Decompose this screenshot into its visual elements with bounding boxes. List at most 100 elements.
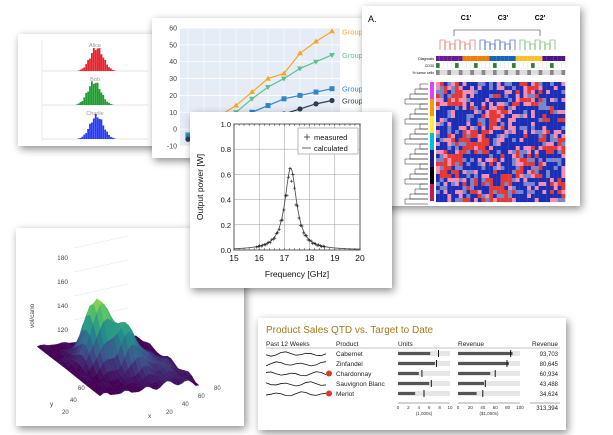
heatmap-cell <box>527 194 532 199</box>
heatmap-cell <box>474 150 478 155</box>
heatmap-cell <box>447 170 452 175</box>
heatmap-cell <box>436 134 440 139</box>
heatmap-cell <box>512 102 516 107</box>
heatmap-cell <box>508 134 513 139</box>
heatmap-col-dendrogram <box>484 41 491 50</box>
heatmap-annotation-cell <box>534 56 539 61</box>
heatmap-cell <box>477 174 482 179</box>
heatmap-annotation-cell <box>462 62 467 69</box>
heatmap-annotation-cell <box>546 70 550 75</box>
heatmap-cell <box>470 122 475 127</box>
heatmap-cell <box>458 94 463 99</box>
heatmap-cell <box>436 98 440 103</box>
heatmap-cell <box>546 118 551 123</box>
heatmap-cell <box>485 162 490 167</box>
heatmap-cell <box>561 114 566 119</box>
heatmap-cell <box>485 82 490 87</box>
heatmap-cell <box>557 178 562 183</box>
heatmap-cell <box>550 106 554 111</box>
heatmap-annotation-cell <box>504 62 509 69</box>
heatmap-cell <box>527 150 532 155</box>
heatmap-cell <box>489 194 494 199</box>
heatmap-cell <box>500 86 505 91</box>
heatmap-cell <box>546 174 551 179</box>
heatmap-annotation-cell <box>481 56 486 61</box>
power-measured-point <box>280 218 284 222</box>
heatmap-cell <box>462 102 467 107</box>
heatmap-cell <box>447 126 452 131</box>
group-point <box>329 86 335 92</box>
heatmap-cell <box>470 138 475 143</box>
sales-sparkline <box>265 361 327 367</box>
heatmap-cell <box>542 134 547 139</box>
heatmap-cell <box>443 182 448 187</box>
heatmap-cell <box>500 194 505 199</box>
heatmap-cell <box>493 158 497 163</box>
heatmap-annotation-cell <box>485 70 490 75</box>
sales-revenue-tick: 0 <box>457 405 460 410</box>
heatmap-cell <box>443 162 448 167</box>
heatmap-cell <box>477 186 482 191</box>
heatmap-cell <box>561 102 566 107</box>
hist-bar <box>104 99 107 105</box>
heatmap-cell <box>515 186 520 191</box>
heatmap-cell <box>538 186 543 191</box>
group-y-tick: 20 <box>169 93 177 100</box>
heatmap-annotation-cell <box>436 70 440 75</box>
heatmap-cell <box>546 106 551 111</box>
heatmap-cell <box>523 114 528 119</box>
heatmap-cell <box>557 146 562 151</box>
heatmap-cell <box>512 158 516 163</box>
heatmap-cell <box>519 146 524 151</box>
heatmap-cell <box>458 194 463 199</box>
heatmap-col-dendrogram <box>504 43 511 50</box>
surface-grid <box>73 259 129 273</box>
heatmap-cell <box>512 134 516 139</box>
heatmap-col-dendrogram <box>529 43 536 50</box>
heatmap-cell <box>546 154 551 159</box>
heatmap-cell <box>515 90 520 95</box>
hist-bar <box>104 129 107 139</box>
heatmap-cell <box>451 154 456 159</box>
heatmap-cell <box>481 122 486 127</box>
heatmap-cell <box>515 162 520 167</box>
heatmap-cell <box>527 186 532 191</box>
heatmap-cell <box>542 114 547 119</box>
power-measured-point <box>297 216 301 220</box>
surface-x-tick: 60 <box>198 394 205 400</box>
heatmap-cell <box>493 170 497 175</box>
heatmap-cell <box>523 126 528 131</box>
power-measured-point <box>279 219 283 223</box>
heatmap-row-dendrogram <box>419 143 428 150</box>
heatmap-cell <box>500 190 505 195</box>
heatmap-annotation-label: % tumor cells <box>412 71 434 75</box>
heatmap-cell <box>523 138 528 143</box>
sales-unit-range <box>398 371 450 376</box>
heatmap-cell <box>466 150 471 155</box>
power-y-tick: 1.0 <box>221 120 231 129</box>
hist-panel-title: Bob <box>90 77 100 83</box>
heatmap-cell <box>550 170 554 175</box>
heatmap-cell <box>455 86 459 91</box>
heatmap-cell <box>462 106 467 111</box>
heatmap-annotation-cell <box>462 56 467 61</box>
heatmap-cell <box>500 134 505 139</box>
heatmap-annotation-cell <box>500 62 505 69</box>
heatmap-cell <box>557 170 562 175</box>
heatmap-cell <box>531 90 535 95</box>
heatmap-cell <box>538 138 543 143</box>
heatmap-cell <box>447 190 452 195</box>
heatmap-cell <box>519 150 524 155</box>
heatmap-row-dendrogram <box>409 113 428 120</box>
heatmap-cell <box>447 102 452 107</box>
heatmap-cell <box>466 146 471 151</box>
heatmap-cell <box>500 198 505 203</box>
heatmap-cell <box>485 118 490 123</box>
heatmap-cell <box>439 198 444 203</box>
heatmap-cell <box>451 182 456 187</box>
heatmap-cell <box>481 138 486 143</box>
heatmap-cell <box>455 110 459 115</box>
heatmap-cell <box>546 138 551 143</box>
heatmap-cell <box>515 142 520 147</box>
